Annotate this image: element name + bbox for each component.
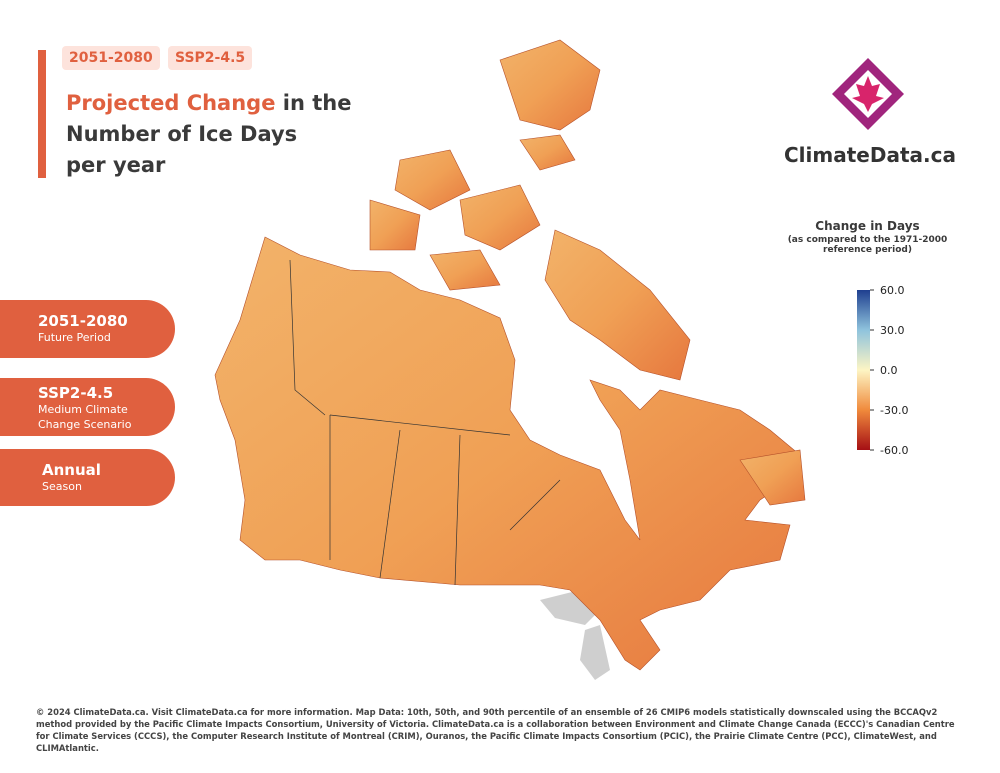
title: Projected Change in the Number of Ice Da… xyxy=(66,88,351,181)
title-line: Number of Ice Days xyxy=(66,122,298,146)
card-title: 2051-2080 xyxy=(38,312,128,330)
colorbar-label: -30.0 xyxy=(880,404,908,417)
colorbar xyxy=(857,290,870,450)
card-title: Annual xyxy=(42,461,101,479)
legend-title: Change in Days xyxy=(815,219,920,233)
title-highlight: Projected Change xyxy=(66,91,276,115)
colorbar-label: 60.0 xyxy=(880,284,905,297)
colorbar-label: 0.0 xyxy=(880,364,898,377)
title-line: per year xyxy=(66,153,166,177)
card: SSP2-4.5 Medium Climate Change Scenario xyxy=(0,378,175,436)
legend: Change in Days (as compared to the 1971-… xyxy=(780,219,955,255)
legend-subtitle: (as compared to the 1971-2000 xyxy=(787,235,948,245)
colorbar-label: -60.0 xyxy=(880,444,908,457)
province-borders xyxy=(289,259,561,586)
footer: © 2024 ClimateData.ca. Visit ClimateData… xyxy=(36,707,955,753)
card-subtitle: Medium Climate xyxy=(38,403,128,416)
card: Annual Season xyxy=(0,449,175,506)
legend-subtitle: reference period) xyxy=(823,245,912,255)
tag: SSP2-4.5 xyxy=(168,46,253,70)
logo-text: ClimateData.ca xyxy=(784,143,956,167)
card-subtitle: Change Scenario xyxy=(38,418,132,431)
tag: 2051-2080 xyxy=(62,46,160,70)
accent-bar xyxy=(38,50,46,178)
colorbar-label: 30.0 xyxy=(880,324,905,337)
title-line: in the xyxy=(282,91,352,115)
card-subtitle: Season xyxy=(42,480,82,493)
logo-mark xyxy=(832,58,904,130)
card-subtitle: Future Period xyxy=(38,331,111,344)
card-title: SSP2-4.5 xyxy=(38,384,114,402)
card: 2051-2080 Future Period xyxy=(0,300,175,358)
canada-land xyxy=(214,39,806,671)
